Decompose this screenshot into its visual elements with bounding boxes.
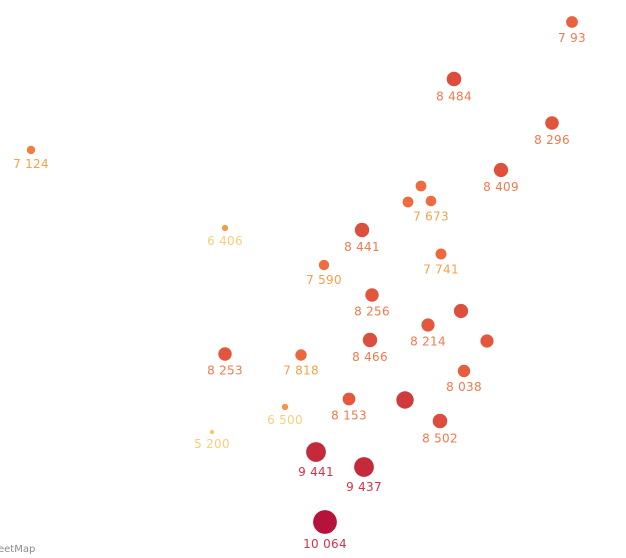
marker-value-label: 8 502 <box>422 431 458 445</box>
map-marker[interactable] <box>415 180 427 192</box>
marker-value-label: 7 673 <box>413 209 449 223</box>
map-marker[interactable] <box>425 195 437 207</box>
marker-value-label: 7 124 <box>13 157 49 171</box>
marker-value-label: 8 484 <box>436 89 472 103</box>
map-marker[interactable] <box>26 145 36 155</box>
map-marker[interactable] <box>354 222 370 238</box>
map-marker[interactable] <box>421 318 435 332</box>
map-marker[interactable] <box>493 162 509 178</box>
marker-value-label: 8 296 <box>534 133 570 147</box>
marker-value-label: 6 500 <box>267 413 303 427</box>
marker-value-label: 7 93 <box>558 31 586 45</box>
marker-value-label: 9 441 <box>298 465 334 479</box>
map-marker[interactable] <box>281 403 289 411</box>
marker-value-label: 8 256 <box>354 305 390 319</box>
map-marker[interactable] <box>318 259 330 271</box>
map-marker[interactable] <box>306 442 326 462</box>
marker-value-label: 9 437 <box>346 480 382 494</box>
map-marker[interactable] <box>446 71 462 87</box>
map-marker[interactable] <box>457 364 471 378</box>
map-marker[interactable] <box>221 224 229 232</box>
marker-value-label: 7 741 <box>423 262 459 276</box>
marker-value-label: 8 038 <box>446 380 482 394</box>
map-marker[interactable] <box>402 196 414 208</box>
map-marker[interactable] <box>453 303 469 319</box>
map-marker[interactable] <box>432 413 448 429</box>
marker-layer <box>26 16 578 534</box>
map-marker[interactable] <box>354 457 374 477</box>
marker-value-label: 10 064 <box>303 537 347 551</box>
map-marker[interactable] <box>566 16 578 28</box>
label-layer: 7 93 8 484 8 296 7 124 8 409 7 673 6 406 8 441 7… <box>13 31 586 551</box>
map-marker[interactable] <box>365 288 379 302</box>
map-marker[interactable] <box>545 116 559 130</box>
map-marker[interactable] <box>435 248 447 260</box>
marker-value-label: 7 590 <box>306 273 342 287</box>
map-marker[interactable] <box>342 392 356 406</box>
map-marker[interactable] <box>210 430 214 434</box>
map-marker[interactable] <box>396 391 414 409</box>
map-marker[interactable] <box>313 510 337 534</box>
marker-value-label: 7 818 <box>283 364 319 378</box>
marker-value-label: 8 466 <box>352 350 388 364</box>
marker-value-label: 6 406 <box>207 234 243 248</box>
marker-value-label: 8 153 <box>331 408 367 422</box>
marker-value-label: 8 409 <box>483 180 519 194</box>
marker-value-label: 8 214 <box>410 335 446 349</box>
marker-value-label: 5 200 <box>194 437 230 451</box>
map-marker[interactable] <box>480 334 494 348</box>
marker-value-label: 8 441 <box>344 240 380 254</box>
map-marker[interactable] <box>295 349 307 361</box>
map-attribution[interactable]: eetMap <box>0 544 36 555</box>
map-marker[interactable] <box>218 347 232 361</box>
marker-value-label: 8 253 <box>207 364 243 378</box>
map-marker[interactable] <box>362 332 378 348</box>
